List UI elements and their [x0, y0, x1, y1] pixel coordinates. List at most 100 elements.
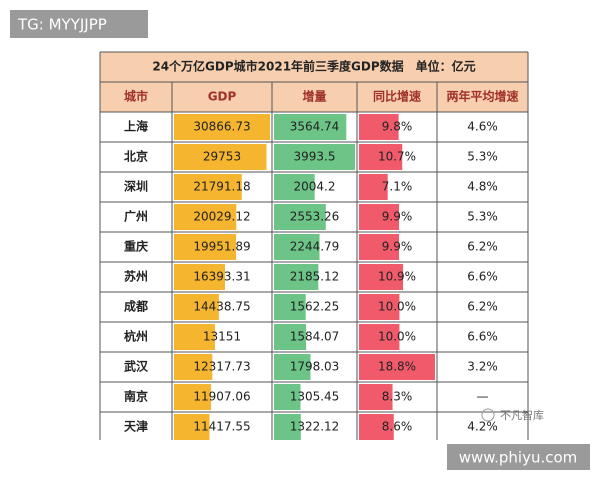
watermark: www.phiyu.com	[459, 449, 578, 467]
header-cell: 城市	[124, 89, 148, 104]
data-bar	[359, 294, 400, 320]
data-bar	[359, 414, 394, 440]
table-title: 24个万亿GDP城市2021年前三季度GDP数据 单位：亿元	[152, 59, 475, 74]
cell: 16393.31	[193, 270, 250, 284]
cell: 14438.75	[193, 300, 250, 314]
city-cell: 上海	[124, 119, 148, 134]
cell: 4.8%	[467, 180, 498, 194]
data-bar	[274, 384, 301, 410]
cell: 7.1%	[382, 180, 413, 194]
data-bar	[274, 174, 315, 200]
cell: —	[477, 390, 489, 404]
title-row	[100, 52, 528, 82]
cell: 12317.73	[193, 360, 250, 374]
data-bar	[174, 234, 237, 260]
data-bar	[274, 234, 320, 260]
header-cell: 两年平均增速	[446, 89, 518, 104]
cell: 8.3%	[382, 390, 413, 404]
logo: 不凡智库	[500, 408, 544, 422]
data-bar	[174, 414, 210, 440]
city-cell: 深圳	[124, 179, 148, 194]
city-cell: 成都	[124, 299, 148, 314]
city-cell: 武汉	[124, 359, 149, 374]
logo-icon	[481, 408, 495, 422]
data-bar	[174, 354, 213, 380]
data-bar	[174, 204, 237, 230]
cell: 11417.55	[193, 420, 250, 434]
cell: 4.2%	[467, 420, 498, 434]
data-bar	[359, 204, 400, 230]
data-bar	[174, 174, 242, 200]
header-cell: GDP	[208, 90, 237, 104]
cell: 5.3%	[467, 210, 498, 224]
cell: 2244.79	[290, 240, 340, 254]
data-bar	[274, 354, 311, 380]
data-bar	[359, 234, 400, 260]
data-bar	[174, 264, 225, 290]
data-bar	[274, 144, 355, 170]
cell: 1562.25	[290, 300, 340, 314]
cell: 2185.12	[290, 270, 340, 284]
data-bar	[359, 324, 400, 350]
cell: 9.9%	[382, 210, 413, 224]
cell: 1798.03	[290, 360, 340, 374]
cell: 10.0%	[378, 330, 416, 344]
cell: 6.2%	[467, 240, 498, 254]
city-cell: 南京	[124, 389, 148, 404]
cell: 1322.12	[290, 420, 340, 434]
data-bar	[274, 414, 301, 440]
cell: 29753	[203, 150, 241, 164]
cell: 19951.89	[193, 240, 250, 254]
cell: 10.0%	[378, 300, 416, 314]
cell: 13151	[203, 330, 241, 344]
cell: 2004.2	[294, 180, 336, 194]
data-bar	[174, 384, 212, 410]
data-bar	[359, 264, 404, 290]
data-bar	[359, 354, 435, 380]
data-bar	[274, 204, 326, 230]
data-bar	[174, 294, 219, 320]
cell: 6.6%	[467, 330, 498, 344]
city-cell: 北京	[124, 149, 148, 164]
cell: 9.8%	[382, 120, 413, 134]
cell: 10.9%	[378, 270, 416, 284]
data-bar	[174, 114, 270, 140]
data-bar	[274, 294, 306, 320]
data-bar	[274, 324, 307, 350]
cell: 21791.18	[193, 180, 250, 194]
city-cell: 广州	[124, 209, 148, 224]
cell: 18.8%	[378, 360, 416, 374]
data-bar	[359, 384, 393, 410]
watermark-box	[447, 444, 590, 470]
cell: 6.6%	[467, 270, 498, 284]
header-row	[100, 82, 528, 112]
data-bar	[359, 174, 388, 200]
cell: 10.7%	[378, 150, 416, 164]
data-bar	[274, 114, 347, 140]
cell: 3993.5	[294, 150, 336, 164]
cell: 4.6%	[467, 120, 498, 134]
city-cell: 天津	[124, 419, 148, 434]
watermark: TG: MYYJJPP	[17, 16, 107, 34]
cell: 11907.06	[193, 390, 250, 404]
cell: 20029.12	[193, 210, 250, 224]
cell: 3564.74	[290, 120, 340, 134]
data-bar	[174, 144, 267, 170]
data-bar	[359, 144, 403, 170]
data-bar	[274, 264, 319, 290]
cell: 1305.45	[290, 390, 340, 404]
cell: 6.2%	[467, 300, 498, 314]
cell: 5.3%	[467, 150, 498, 164]
cell: 9.9%	[382, 240, 413, 254]
city-cell: 重庆	[124, 239, 148, 254]
cell: 2553.26	[290, 210, 340, 224]
data-bar	[174, 324, 215, 350]
cell: 30866.73	[193, 120, 250, 134]
header-cell: 增量	[302, 89, 326, 104]
cell: 8.6%	[382, 420, 413, 434]
watermark-box	[10, 10, 148, 38]
city-cell: 苏州	[124, 269, 148, 284]
header-cell: 同比增速	[373, 89, 421, 104]
